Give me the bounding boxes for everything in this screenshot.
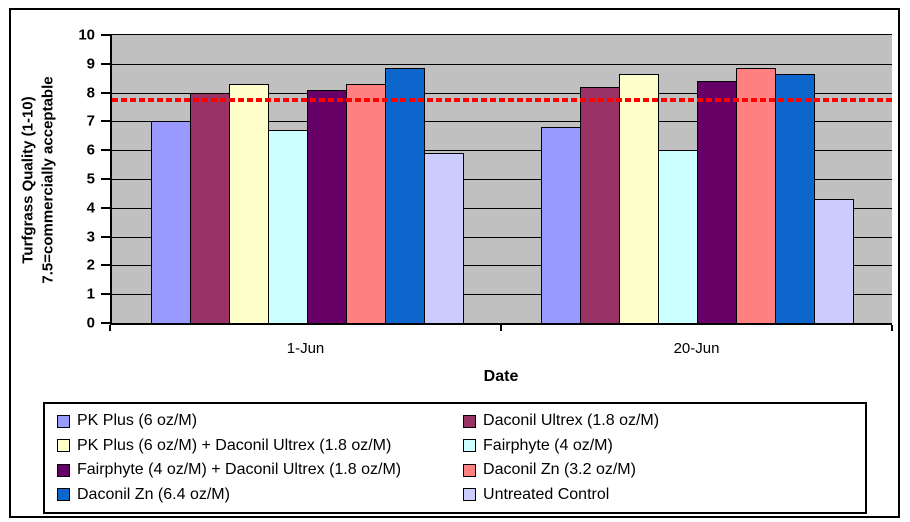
bar: [423, 153, 464, 323]
reference-line: [112, 97, 892, 102]
x-axis-title: Date: [483, 368, 519, 385]
bar: [696, 81, 737, 323]
bar-groups: [112, 35, 892, 323]
legend-label: Fairphyte (4 oz/M) + Daconil Ultrex (1.8…: [77, 461, 402, 479]
y-tick-mark: [101, 62, 111, 65]
y-tick-label: 6: [86, 141, 95, 159]
gridline: [112, 63, 892, 65]
legend-item: Fairphyte (4 oz/M) + Daconil Ultrex (1.8…: [57, 461, 463, 479]
legend-label: Fairphyte (4 oz/M): [483, 436, 613, 454]
bar: [774, 73, 815, 323]
legend-swatch: [463, 463, 477, 477]
legend-label: PK Plus (6 oz/M) + Daconil Ultrex (1.8 o…: [77, 436, 392, 454]
legend-swatch: [463, 414, 477, 428]
legend: PK Plus (6 oz/M) Daconil Ultrex (1.8 oz/M…: [43, 402, 867, 514]
legend-swatch: [57, 414, 70, 428]
legend-item: Daconil Zn (6.4 oz/M): [57, 486, 463, 504]
legend-label: Daconil Ultrex (1.8 oz/M): [483, 412, 660, 430]
bar: [657, 150, 698, 323]
gridlines: [112, 35, 892, 323]
legend-label: Daconil Zn (3.2 oz/M): [483, 461, 636, 479]
x-tick-label: 1-Jun: [286, 340, 325, 357]
bar: [267, 130, 308, 323]
y-axis: 0 1 2 3 4 5 6 7 8 9 10: [11, 27, 111, 332]
legend-swatch: [57, 488, 70, 502]
legend-item: Fairphyte (4 oz/M): [463, 437, 861, 455]
gridline: [112, 92, 892, 94]
y-tick-label: 2: [86, 256, 95, 274]
gridline: [112, 179, 892, 180]
legend-swatch: [463, 488, 477, 502]
bar: [150, 121, 191, 323]
bar: [813, 199, 854, 323]
bar: [735, 68, 776, 323]
y-tick-mark: [101, 34, 111, 36]
legend-label: Daconil Zn (6.4 oz/M): [77, 485, 230, 503]
y-tick-mark: [101, 264, 111, 267]
x-axis-labels: 1-Jun 20-Jun: [110, 340, 892, 360]
y-tick-mark: [101, 206, 111, 209]
legend-label: Untreated Control: [483, 485, 610, 503]
gridline: [112, 265, 892, 267]
y-tick-label: 1: [86, 285, 95, 303]
bar: [228, 83, 269, 323]
y-tick-label: 5: [86, 170, 95, 188]
bar: [384, 68, 425, 323]
x-tick-mark: [500, 325, 502, 331]
legend-item: Daconil Zn (3.2 oz/M): [463, 461, 861, 479]
y-tick-label: 10: [78, 26, 95, 44]
y-tick-mark: [101, 91, 111, 94]
y-tick-label: 9: [86, 55, 95, 73]
gridline: [112, 150, 892, 152]
legend-item: PK Plus (6 oz/M) + Daconil Ultrex (1.8 o…: [57, 437, 463, 455]
y-tick-mark: [101, 120, 111, 123]
y-tick-mark: [101, 322, 111, 324]
bar: [579, 86, 620, 323]
figure-border: Turfgrass Quality (1-10) 7.5=commerciall…: [9, 8, 900, 518]
bar: [618, 73, 659, 323]
bar: [540, 127, 581, 323]
gridline: [112, 207, 892, 209]
legend-swatch: [463, 439, 477, 453]
gridline: [112, 294, 892, 296]
x-tick-label: 20-Jun: [673, 340, 720, 357]
x-axis-ticks: [109, 325, 893, 331]
y-tick-label: 3: [86, 228, 95, 246]
legend-item: Untreated Control: [463, 486, 861, 504]
y-tick-mark: [101, 149, 111, 152]
y-tick-mark: [101, 235, 111, 238]
gridline: [112, 236, 892, 238]
x-tick-mark: [891, 325, 893, 331]
legend-swatch: [57, 439, 70, 453]
bar: [345, 83, 386, 323]
plot-area: [110, 34, 892, 325]
legend-item: Daconil Ultrex (1.8 oz/M): [463, 412, 861, 430]
category-group: [502, 35, 892, 323]
bar: [306, 89, 347, 323]
y-tick-mark: [101, 178, 111, 180]
legend-swatch: [57, 463, 70, 477]
y-tick-label: 4: [86, 199, 95, 217]
gridline: [112, 121, 892, 123]
y-tick-mark: [101, 293, 111, 296]
x-tick-mark: [109, 325, 111, 331]
category-group: [112, 35, 502, 323]
y-tick-label: 0: [86, 314, 95, 332]
y-tick-label: 7: [86, 112, 95, 130]
legend-label: PK Plus (6 oz/M): [77, 412, 198, 430]
bar: [189, 92, 230, 323]
legend-item: PK Plus (6 oz/M): [57, 412, 463, 430]
y-tick-label: 8: [86, 84, 95, 102]
